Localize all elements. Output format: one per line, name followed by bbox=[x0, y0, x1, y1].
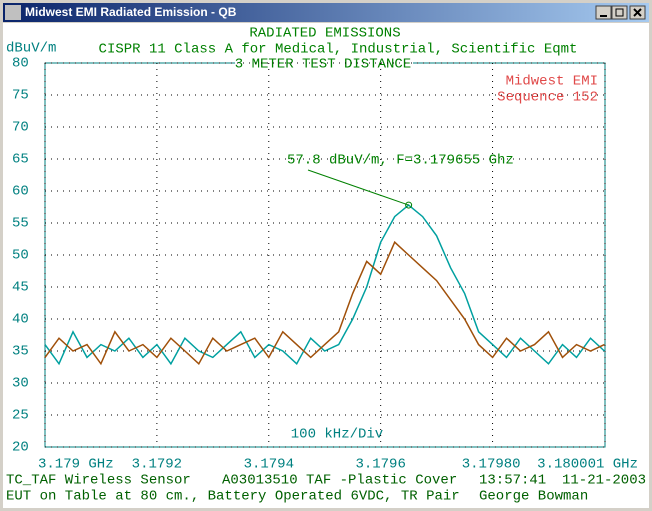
annotation: 57.8 dBuV/m, F=3.179655 Ghz bbox=[287, 153, 514, 169]
y-tick-label: 65 bbox=[12, 152, 29, 168]
footer-operator: George Bowman bbox=[479, 489, 588, 505]
x-tick-label: 3.179 GHz bbox=[38, 457, 114, 473]
x-tick-label: 3.17980 bbox=[462, 457, 521, 473]
y-tick-label: 55 bbox=[12, 216, 29, 232]
y-tick-label: 30 bbox=[12, 376, 29, 392]
annotation-leader bbox=[307, 169, 409, 206]
footer-setup: EUT on Table at 80 cm., Battery Operated… bbox=[6, 489, 460, 505]
chart-subtitle: CISPR 11 Class A for Medical, Industrial… bbox=[99, 42, 578, 58]
y-tick-label: 60 bbox=[12, 184, 29, 200]
x-axis-label: 100 kHz/Div bbox=[291, 427, 383, 443]
series-line bbox=[44, 204, 605, 366]
series-line bbox=[44, 240, 605, 366]
x-tick-label: 3.180001 GHz bbox=[537, 457, 638, 473]
chart-subtitle: 3 METER TEST DISTANCE bbox=[235, 57, 411, 73]
y-tick-label: 80 bbox=[12, 56, 29, 72]
x-tick-label: 3.1796 bbox=[355, 457, 405, 473]
y-axis-label: dBuV/m bbox=[6, 41, 56, 57]
maximize-button[interactable] bbox=[611, 5, 628, 20]
client-area bbox=[3, 23, 649, 508]
app-icon bbox=[5, 5, 21, 20]
window-title: Midwest EMI Radiated Emission - QB bbox=[25, 5, 237, 19]
y-tick-label: 25 bbox=[12, 408, 29, 424]
subtitle-bg bbox=[235, 57, 413, 71]
y-tick-label: 20 bbox=[12, 440, 29, 456]
y-tick-label: 45 bbox=[12, 280, 29, 296]
chart-title: RADIATED EMISSIONS bbox=[249, 26, 400, 42]
x-tick-label: 3.1794 bbox=[244, 457, 294, 473]
footer-eut: TC_TAF Wireless Sensor bbox=[6, 473, 191, 489]
company-label: Midwest EMI bbox=[506, 74, 598, 90]
footer-time: 13:57:41 bbox=[479, 473, 546, 489]
y-tick-label: 70 bbox=[12, 120, 29, 136]
x-tick-label: 3.1792 bbox=[132, 457, 182, 473]
window-buttons[interactable] bbox=[595, 5, 646, 20]
title-bar bbox=[3, 3, 649, 22]
minimize-button[interactable] bbox=[595, 5, 612, 20]
y-tick-label: 35 bbox=[12, 344, 29, 360]
y-tick-label: 50 bbox=[12, 248, 29, 264]
sequence-label: Sequence 152 bbox=[497, 90, 598, 106]
peak-marker bbox=[405, 201, 413, 209]
y-tick-label: 40 bbox=[12, 312, 29, 328]
y-tick-label: 75 bbox=[12, 88, 29, 104]
footer-id: A03013510 TAF -Plastic Cover bbox=[222, 473, 457, 489]
footer-date: 11-21-2003 bbox=[562, 473, 646, 489]
